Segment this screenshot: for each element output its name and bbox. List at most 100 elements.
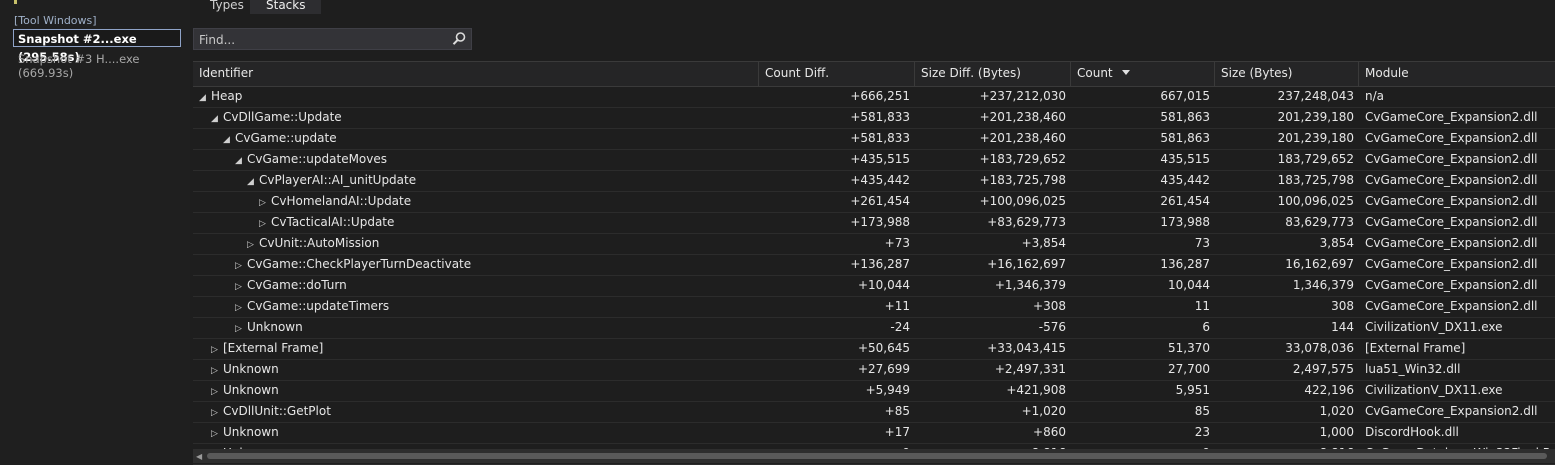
count-cell: 173,988	[1160, 215, 1210, 229]
table-body: ◢ Heap +666,251 +237,212,030 667,015 237,248,…	[193, 87, 1555, 465]
table-row[interactable]: ▷ CvGame::doTurn +10,044 +1,346,379 10,044 1,…	[193, 276, 1555, 297]
table-row[interactable]: ▷ CvDllUnit::GetPlot +85 +1,020 85 1,020 CvGam…	[193, 402, 1555, 423]
search-box	[193, 28, 472, 51]
identifier-cell: ◢ CvGame::update	[193, 129, 759, 149]
identifier-label: Unknown	[223, 425, 279, 439]
count-cell: 51,370	[1168, 341, 1210, 355]
collapsed-arrow-icon[interactable]: ▷	[259, 219, 266, 229]
collapsed-arrow-icon[interactable]: ▷	[211, 345, 218, 355]
expanded-arrow-icon[interactable]: ◢	[211, 114, 218, 124]
column-header-size[interactable]: Size (Bytes)	[1215, 62, 1359, 86]
collapsed-arrow-icon[interactable]: ▷	[247, 240, 254, 250]
search-icon[interactable]	[451, 31, 467, 47]
table-row[interactable]: ◢ CvGame::updateMoves +435,515 +183,729,652…	[193, 150, 1555, 171]
count-cell: 23	[1194, 425, 1210, 439]
size-diff-cell: +308	[1033, 299, 1066, 313]
size-diff-cell: +421,908	[1006, 383, 1066, 397]
count-cell: 27,700	[1168, 362, 1210, 376]
search-input[interactable]	[194, 29, 451, 51]
collapsed-arrow-icon[interactable]: ▷	[211, 408, 218, 418]
collapsed-arrow-icon[interactable]: ▷	[235, 282, 242, 292]
module-cell: CivilizationV_DX11.exe	[1365, 320, 1503, 334]
count-diff-cell: +581,833	[850, 131, 910, 145]
tab-types[interactable]: Types	[210, 0, 244, 12]
count-cell: 11	[1194, 299, 1210, 313]
module-cell: CvGameCore_Expansion2.dll	[1365, 131, 1538, 145]
identifier-label: CvGame::CheckPlayerTurnDeactivate	[247, 257, 472, 271]
count-diff-cell: +435,515	[850, 152, 910, 166]
identifier-label: Unknown	[247, 320, 303, 334]
table-row[interactable]: ▷ CvGame::CheckPlayerTurnDeactivate +136,2…	[193, 255, 1555, 276]
table-row[interactable]: ▷ Unknown +5,949 +421,908 5,951 422,196 Civili…	[193, 381, 1555, 402]
identifier-cell: ▷ Unknown	[193, 360, 759, 380]
stacks-table: Identifier Count Diff. Size Diff. (Bytes…	[193, 61, 1555, 465]
expanded-arrow-icon[interactable]: ◢	[199, 93, 206, 103]
size-cell: 144	[1331, 320, 1354, 334]
size-diff-cell: +1,346,379	[994, 278, 1066, 292]
snapshot-item[interactable]: Snapshot #3 H....exe (669.93s)	[18, 52, 140, 80]
column-header-count-diff[interactable]: Count Diff.	[759, 62, 915, 86]
size-cell: 100,096,025	[1277, 194, 1354, 208]
table-row[interactable]: ▷ CvGame::updateTimers +11 +308 11 308 CvGameC…	[193, 297, 1555, 318]
table-row[interactable]: ◢ CvGame::update +581,833 +201,238,460 581,8…	[193, 129, 1555, 150]
identifier-label: CvDllGame::Update	[223, 110, 342, 124]
tab-stacks[interactable]: Stacks	[250, 0, 322, 14]
module-cell: lua51_Win32.dll	[1365, 362, 1461, 376]
size-cell: 1,020	[1319, 404, 1354, 418]
table-row[interactable]: ▷ Unknown +27,699 +2,497,331 27,700 2,497,575…	[193, 360, 1555, 381]
size-cell: 1,000	[1319, 425, 1354, 439]
column-header-count[interactable]: Count	[1071, 62, 1215, 86]
column-header-identifier[interactable]: Identifier	[193, 62, 759, 86]
collapsed-arrow-icon[interactable]: ▷	[235, 324, 242, 334]
identifier-cell: ◢ CvGame::updateMoves	[193, 150, 759, 170]
collapsed-arrow-icon[interactable]: ▷	[235, 261, 242, 271]
expanded-arrow-icon[interactable]: ◢	[247, 177, 254, 187]
table-row[interactable]: ◢ CvPlayerAI::AI_unitUpdate +435,442 +183,7…	[193, 171, 1555, 192]
count-cell: 5,951	[1175, 383, 1210, 397]
collapsed-arrow-icon[interactable]: ▷	[259, 198, 266, 208]
count-diff-cell: +85	[884, 404, 910, 418]
count-cell: 435,515	[1160, 152, 1210, 166]
module-cell: CvGameCore_Expansion2.dll	[1365, 152, 1538, 166]
column-header-module[interactable]: Module	[1365, 66, 1409, 80]
scroll-left-icon[interactable]: ◀	[196, 452, 203, 461]
module-cell: CvGameCore_Expansion2.dll	[1365, 299, 1538, 313]
table-row[interactable]: ▷ [External Frame] +50,645 +33,043,415 51,37…	[193, 339, 1555, 360]
module-cell: CvGameCore_Expansion2.dll	[1365, 110, 1538, 124]
count-cell: 10,044	[1168, 278, 1210, 292]
count-cell: 85	[1194, 404, 1210, 418]
main-pane: Types Stacks Identifier Count Diff. Size…	[190, 0, 1555, 465]
table-row[interactable]: ▷ Unknown +17 +860 23 1,000 DiscordHook.dll	[193, 423, 1555, 444]
module-cell: DiscordHook.dll	[1365, 425, 1459, 439]
size-cell: 201,239,180	[1277, 110, 1354, 124]
collapsed-arrow-icon[interactable]: ▷	[211, 366, 218, 376]
identifier-label: Heap	[211, 89, 243, 103]
size-diff-cell: -576	[1038, 320, 1066, 334]
size-diff-cell: +1,020	[1021, 404, 1066, 418]
table-row[interactable]: ◢ CvDllGame::Update +581,833 +201,238,460 58…	[193, 108, 1555, 129]
module-cell: CvGameCore_Expansion2.dll	[1365, 173, 1538, 187]
table-row[interactable]: ▷ CvTacticalAI::Update +173,988 +83,629,773…	[193, 213, 1555, 234]
scrollbar-thumb[interactable]	[207, 453, 1547, 459]
collapsed-arrow-icon[interactable]: ▷	[235, 303, 242, 313]
collapsed-arrow-icon[interactable]: ▷	[211, 387, 218, 397]
table-row[interactable]: ▷ CvUnit::AutoMission +73 +3,854 73 3,854 CvGa…	[193, 234, 1555, 255]
table-row[interactable]: ▷ Unknown -24 -576 6 144 CivilizationV_DX11.ex…	[193, 318, 1555, 339]
expanded-arrow-icon[interactable]: ◢	[235, 156, 242, 166]
collapsed-arrow-icon[interactable]: ▷	[211, 429, 218, 439]
count-cell: 667,015	[1160, 89, 1210, 103]
snapshot-item-selected[interactable]: Snapshot #2...exe (295.58s)	[13, 29, 181, 64]
table-row[interactable]: ◢ Heap +666,251 +237,212,030 667,015 237,248,…	[193, 87, 1555, 108]
identifier-label: CvPlayerAI::AI_unitUpdate	[259, 173, 417, 187]
module-cell: n/a	[1365, 89, 1385, 103]
column-header-size-diff[interactable]: Size Diff. (Bytes)	[915, 62, 1071, 86]
count-cell: 6	[1202, 320, 1210, 334]
table-row[interactable]: ▷ CvHomelandAI::Update +261,454 +100,096,02…	[193, 192, 1555, 213]
identifier-label: CvGame::updateMoves	[247, 152, 388, 166]
identifier-label: CvGame::update	[235, 131, 337, 145]
count-cell: 435,442	[1160, 173, 1210, 187]
expanded-arrow-icon[interactable]: ◢	[223, 135, 230, 145]
count-diff-cell: +5,949	[865, 383, 910, 397]
count-diff-cell: +136,287	[850, 257, 910, 271]
horizontal-scrollbar[interactable]: ◀	[193, 449, 1555, 463]
